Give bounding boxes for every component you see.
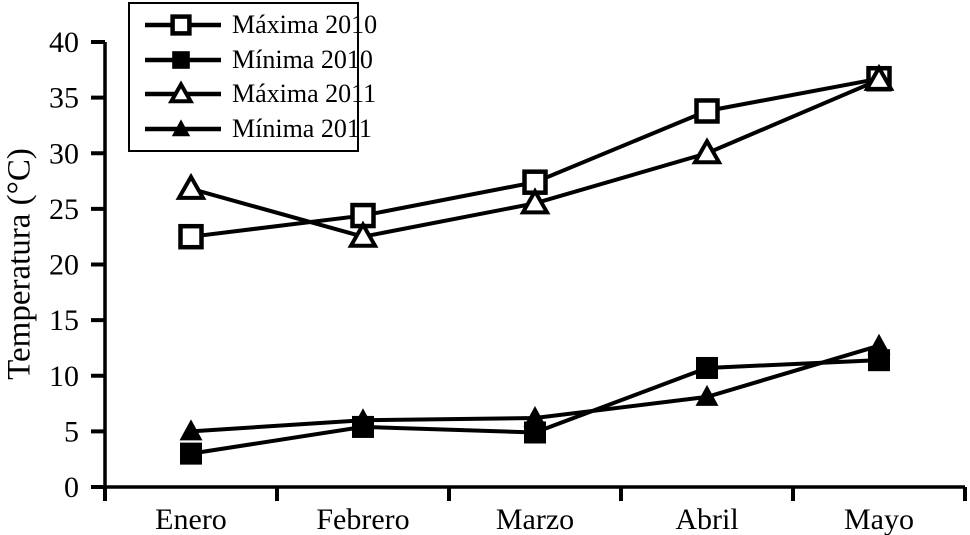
legend-label: Máxima 2011 bbox=[232, 79, 377, 109]
filled-square-marker bbox=[180, 442, 202, 465]
filled-triangle-marker bbox=[867, 333, 891, 355]
open-triangle-marker bbox=[519, 187, 551, 215]
open-square-marker bbox=[694, 98, 720, 124]
y-axis-title: Temperatura (°C) bbox=[1, 148, 38, 380]
legend-label: Máxima 2010 bbox=[232, 10, 378, 40]
y-tick-label: 40 bbox=[49, 26, 79, 59]
legend-item-minima-2010: Mínima 2010 bbox=[143, 46, 373, 74]
legend-label: Mínima 2011 bbox=[232, 113, 372, 143]
filled-triangle-marker bbox=[171, 119, 191, 136]
filled-triangle-marker bbox=[179, 419, 203, 441]
x-tick-label: Febrero bbox=[316, 503, 409, 535]
filled-triangle-marker bbox=[523, 406, 547, 428]
legend-item-maxima-2011: Máxima 2011 bbox=[143, 80, 376, 108]
y-tick-label: 25 bbox=[49, 193, 79, 226]
open-triangle-marker-icon bbox=[145, 80, 221, 104]
y-tick-label: 10 bbox=[49, 360, 79, 393]
open-square-marker-icon bbox=[145, 14, 221, 36]
legend: Máxima 2010 Mínima 2010 Máxima 2011 Míni… bbox=[128, 2, 377, 152]
y-tick-label: 30 bbox=[49, 137, 79, 170]
legend-label: Mínima 2010 bbox=[232, 44, 373, 74]
open-triangle-marker bbox=[863, 63, 895, 91]
filled-triangle-marker bbox=[695, 384, 719, 406]
y-tick-label: 15 bbox=[49, 304, 79, 337]
x-tick-label: Marzo bbox=[496, 503, 574, 535]
x-tick-label: Mayo bbox=[844, 503, 914, 535]
open-triangle-marker bbox=[347, 220, 379, 248]
open-square-marker bbox=[170, 14, 192, 36]
filled-square-marker bbox=[696, 356, 718, 379]
legend-item-minima-2011: Mínima 2011 bbox=[143, 115, 372, 143]
y-tick-label: 20 bbox=[49, 249, 79, 282]
filled-square-marker bbox=[172, 50, 190, 69]
open-square-marker bbox=[178, 223, 204, 250]
legend-item-maxima-2010: Máxima 2010 bbox=[143, 11, 377, 39]
y-tick-label: 5 bbox=[64, 415, 79, 448]
y-tick-label: 0 bbox=[64, 471, 79, 504]
open-triangle-marker bbox=[167, 80, 195, 104]
open-triangle-marker bbox=[691, 137, 723, 165]
filled-triangle-marker bbox=[351, 408, 375, 430]
x-tick-label: Abril bbox=[675, 503, 738, 535]
y-tick-label: 35 bbox=[49, 82, 79, 115]
x-tick-label: Enero bbox=[155, 503, 227, 535]
filled-triangle-marker-icon bbox=[145, 119, 221, 136]
filled-square-marker-icon bbox=[145, 50, 221, 69]
open-triangle-marker bbox=[175, 172, 207, 200]
